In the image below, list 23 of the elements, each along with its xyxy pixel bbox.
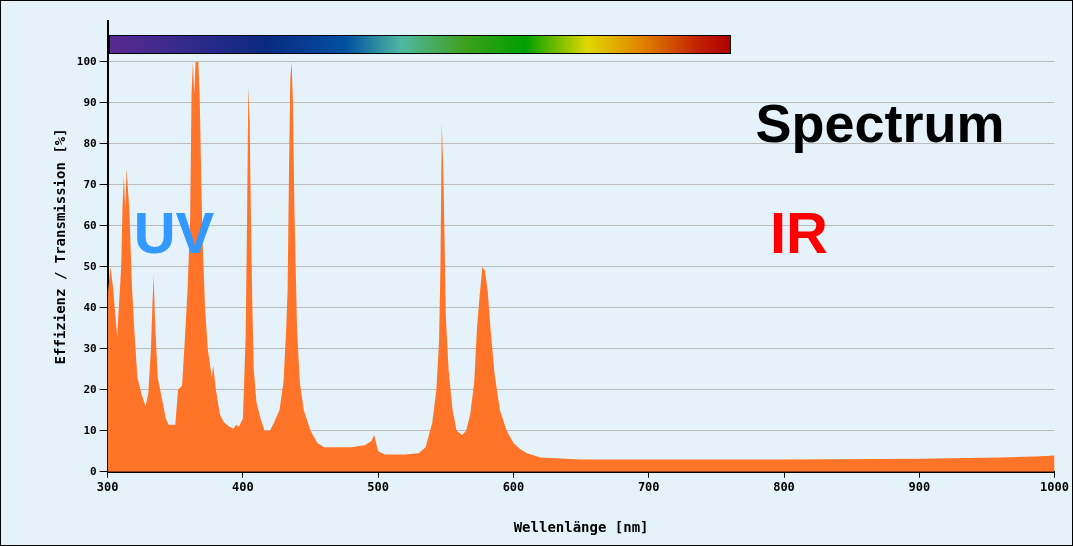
x-tick-label: 600 (502, 480, 525, 495)
y-tick-label: 0 (90, 464, 97, 478)
text: Spectrum (755, 93, 1005, 154)
y-tick-label: 100 (76, 54, 97, 68)
y-tick-label: 30 (83, 341, 97, 355)
y-tick-label: 10 (83, 423, 97, 437)
y-tick-label: 40 (83, 300, 97, 314)
y-tick-label: 20 (83, 382, 97, 396)
annotation: IR (769, 200, 828, 266)
x-tick-label: 900 (908, 480, 931, 495)
x-tick-label: 700 (637, 480, 660, 495)
y-tick-label: 60 (83, 218, 97, 232)
y-tick-label: 90 (83, 95, 97, 109)
x-tick-label: 400 (232, 480, 254, 495)
x-tick-label: 300 (96, 480, 119, 495)
x-tick-label: 500 (367, 480, 390, 495)
x-tick-label: 1000 (1040, 480, 1069, 495)
y-tick-label: 50 (83, 259, 97, 273)
y-tick-label: 80 (83, 136, 97, 150)
x-tick-label: 800 (773, 480, 795, 495)
y-axis-title: Effizienz / Transmission [%] (52, 128, 69, 365)
y-tick-label: 70 (83, 177, 97, 191)
x-axis-title: Wellenlänge [nm] (513, 519, 649, 536)
